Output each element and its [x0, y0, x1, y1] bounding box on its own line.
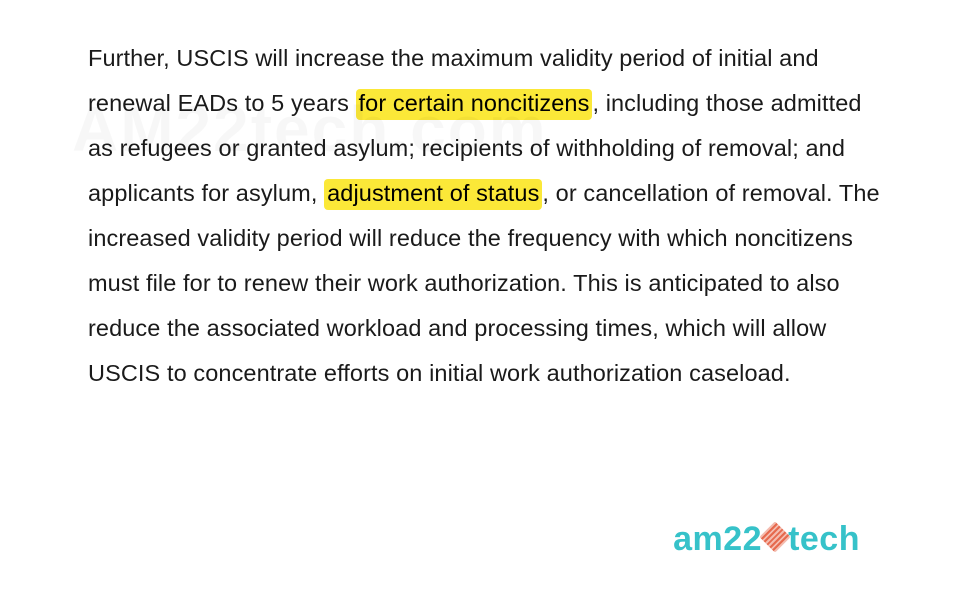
highlight-adjustment-of-status: adjustment of status: [324, 179, 542, 210]
brand-watermark: am22 tech: [673, 520, 860, 559]
body-paragraph: Further, USCIS will increase the maximum…: [88, 36, 882, 396]
brand-part-1: am22: [673, 520, 762, 558]
paragraph-seg-3: , or cancellation of removal. The increa…: [88, 180, 880, 386]
highlight-noncitizens: for certain noncitizens: [356, 89, 593, 120]
brand-part-2: tech: [788, 520, 860, 558]
diamond-icon: [760, 521, 791, 552]
document-page: Further, USCIS will increase the maximum…: [0, 0, 970, 396]
